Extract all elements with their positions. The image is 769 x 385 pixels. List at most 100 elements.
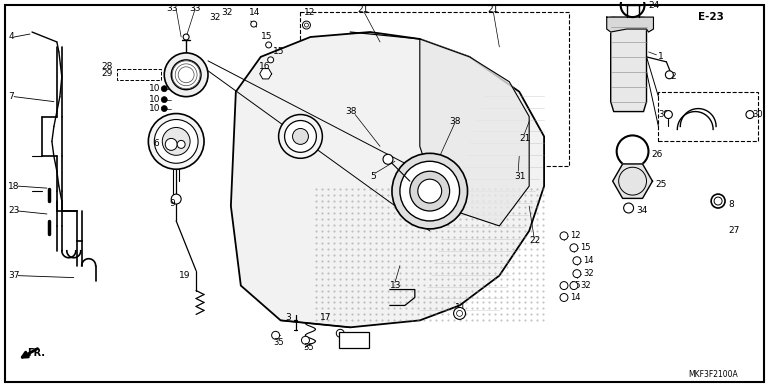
Text: 14: 14 (570, 293, 581, 302)
Circle shape (171, 194, 181, 204)
Text: 18: 18 (8, 182, 20, 191)
Circle shape (418, 179, 441, 203)
Circle shape (336, 329, 345, 337)
Circle shape (410, 171, 450, 211)
Text: 35: 35 (338, 336, 349, 345)
Text: 23: 23 (8, 206, 19, 216)
Circle shape (570, 281, 578, 290)
Circle shape (278, 115, 322, 158)
Polygon shape (420, 39, 529, 226)
Text: 2: 2 (671, 72, 676, 81)
Text: 12: 12 (304, 8, 315, 17)
Text: FR.: FR. (27, 348, 45, 358)
Text: 22: 22 (529, 236, 541, 245)
Text: F-26: F-26 (345, 336, 366, 345)
Text: 10: 10 (149, 84, 161, 93)
Text: 32: 32 (221, 8, 232, 17)
Circle shape (165, 53, 208, 97)
Text: 28: 28 (102, 62, 113, 71)
Text: 12: 12 (570, 231, 581, 240)
Circle shape (161, 97, 167, 103)
Polygon shape (260, 69, 271, 79)
Circle shape (268, 57, 274, 63)
Text: 14: 14 (249, 8, 260, 17)
Text: 19: 19 (179, 271, 191, 280)
Text: 11: 11 (454, 303, 466, 312)
Circle shape (162, 127, 190, 155)
Text: 24: 24 (648, 1, 660, 10)
Circle shape (171, 60, 201, 90)
Text: 3: 3 (285, 313, 291, 322)
Polygon shape (611, 17, 647, 112)
Circle shape (305, 23, 308, 27)
Text: 35: 35 (304, 343, 314, 352)
Circle shape (457, 310, 462, 316)
Text: 27: 27 (728, 226, 740, 235)
Text: 25: 25 (655, 180, 667, 189)
Text: 16: 16 (258, 62, 270, 71)
Text: MKF3F2100A: MKF3F2100A (688, 370, 738, 379)
Circle shape (302, 21, 311, 29)
Polygon shape (607, 17, 654, 32)
Text: 1: 1 (658, 52, 664, 61)
Text: 4: 4 (8, 32, 14, 42)
Circle shape (392, 153, 468, 229)
Text: 15: 15 (570, 281, 581, 290)
Circle shape (161, 86, 167, 92)
Text: E-23: E-23 (698, 12, 724, 22)
Text: 21: 21 (519, 134, 531, 143)
Circle shape (570, 244, 578, 252)
Circle shape (148, 114, 204, 169)
Text: DEN: DEN (273, 152, 388, 200)
Circle shape (301, 336, 309, 344)
Circle shape (251, 21, 257, 27)
Circle shape (271, 331, 280, 339)
Text: 7: 7 (8, 92, 14, 101)
Circle shape (746, 110, 754, 119)
Text: 13: 13 (390, 281, 401, 290)
Text: 34: 34 (637, 206, 648, 216)
Text: 17: 17 (321, 313, 332, 322)
Circle shape (560, 293, 568, 301)
Text: 8: 8 (728, 199, 734, 209)
Circle shape (285, 121, 316, 152)
Circle shape (573, 270, 581, 278)
Circle shape (454, 308, 465, 320)
Text: 5: 5 (370, 172, 376, 181)
Text: 32: 32 (583, 269, 594, 278)
Circle shape (161, 105, 167, 112)
Text: 15: 15 (580, 243, 591, 252)
Text: 15: 15 (261, 32, 272, 42)
Text: 10: 10 (149, 104, 161, 113)
Text: 29: 29 (102, 69, 113, 78)
Text: 38: 38 (450, 117, 461, 126)
Circle shape (383, 154, 393, 164)
Text: 33: 33 (189, 3, 201, 13)
Text: 35: 35 (274, 338, 285, 347)
Text: 33: 33 (166, 3, 178, 13)
Circle shape (664, 110, 672, 119)
Circle shape (573, 257, 581, 265)
Text: 21: 21 (488, 5, 499, 13)
Text: 32: 32 (580, 281, 591, 290)
Text: 31: 31 (514, 172, 526, 181)
Circle shape (183, 34, 189, 40)
Circle shape (665, 71, 674, 79)
Text: 15: 15 (273, 47, 284, 57)
Circle shape (560, 281, 568, 290)
Text: 30: 30 (752, 110, 763, 119)
Circle shape (265, 42, 271, 48)
Text: 30: 30 (658, 110, 669, 119)
Circle shape (165, 139, 177, 150)
Text: 6: 6 (153, 139, 159, 148)
Text: 38: 38 (345, 107, 357, 116)
Text: 37: 37 (8, 271, 20, 280)
Text: 32: 32 (209, 13, 221, 22)
Text: 14: 14 (583, 256, 594, 265)
Text: 10: 10 (149, 95, 161, 104)
Polygon shape (231, 32, 544, 327)
Polygon shape (613, 164, 652, 198)
Circle shape (624, 203, 634, 213)
Text: 9: 9 (169, 199, 175, 208)
Text: 26: 26 (651, 150, 663, 159)
